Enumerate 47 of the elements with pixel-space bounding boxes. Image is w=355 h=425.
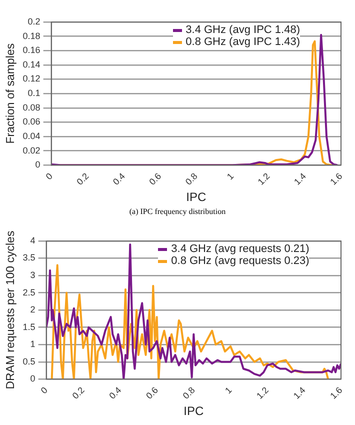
x-tick-label: 1.2 (254, 385, 270, 401)
y-tick-label: 0.12 (22, 74, 40, 84)
x-axis-title: IPC (184, 404, 204, 418)
x-tick-label: 0.2 (74, 171, 91, 187)
y-tick-label: 1.5 (22, 322, 36, 332)
x-tick-label: 1 (224, 171, 236, 182)
y-tick-label: 0.16 (22, 45, 40, 56)
y-tick-label: 4 (30, 235, 36, 246)
y-tick-label: 2 (30, 304, 36, 315)
text: (a) IPC frequency distribution (128, 206, 227, 218)
x-tick-label: 0.6 (147, 171, 164, 187)
y-tick-label: 2.5 (22, 287, 36, 298)
y-tick-label: 0.2 (28, 16, 40, 26)
legend-label: 3.4 GHz (avg IPC 1.48) (184, 24, 300, 36)
y-axis-title: Fraction of samples (5, 43, 18, 144)
x-tick-label: 1.4 (291, 385, 308, 401)
y-tick-label: 3 (30, 270, 36, 280)
x-tick-label: 1.6 (328, 385, 344, 401)
x-tick-label: 0.8 (183, 171, 200, 187)
y-tick-label: 1 (30, 339, 36, 350)
x-tick-label: 1.4 (292, 171, 308, 187)
x-tick-label: 0.4 (107, 385, 124, 401)
x-tick-label: 0 (38, 385, 50, 396)
x-tick-label: 1.6 (328, 171, 344, 187)
x-tick-label: 0.2 (70, 385, 86, 401)
x-tick-label: 0.8 (180, 385, 197, 401)
y-tick-label: 0.5 (22, 356, 36, 366)
y-tick-label: 0.02 (22, 145, 40, 156)
y-tick-label: 0.14 (22, 59, 40, 70)
x-tick-label: 1.2 (256, 171, 272, 187)
y-tick-label: 0 (30, 374, 36, 384)
y-tick-label: 3.5 (22, 252, 36, 263)
y-tick-label: 0 (35, 160, 40, 170)
legend-label: 3.4 GHz (avg requests 0.21) (170, 243, 310, 255)
y-tick-label: 0.1 (28, 88, 40, 98)
y-tick-label: 0.18 (22, 30, 40, 41)
x-axis-title: IPC (186, 190, 206, 204)
legend-label: 0.8 GHz (avg IPC 1.43) (184, 36, 300, 48)
x-tick-label: 0.4 (110, 171, 127, 187)
y-tick-label: 0.04 (22, 130, 40, 141)
x-tick-label: 1 (223, 385, 234, 396)
y-tick-label: 0.06 (22, 116, 40, 127)
legend-label: 0.8 GHz (avg requests 0.23) (170, 255, 310, 267)
y-tick-label: 0.08 (22, 102, 40, 112)
x-tick-label: 0 (44, 171, 54, 182)
y-axis-title: DRAM requests per 100 cycles (5, 230, 18, 390)
x-tick-label: 0.6 (144, 385, 160, 401)
